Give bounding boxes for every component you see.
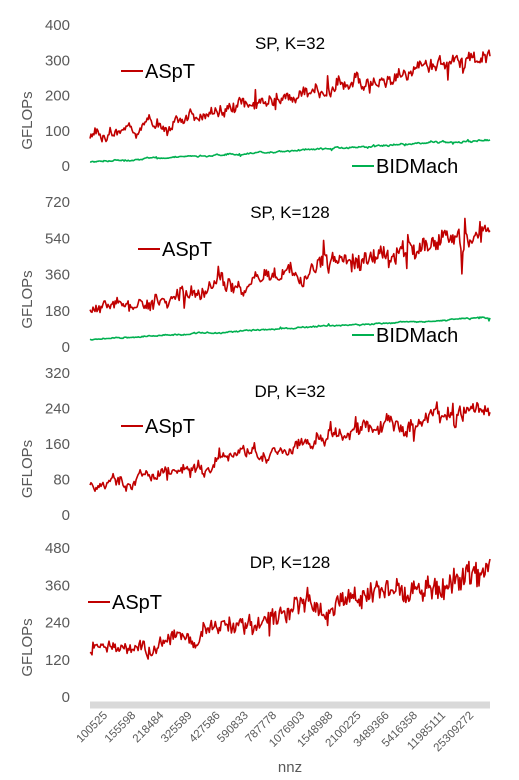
- y-tick-label: 320: [45, 365, 70, 382]
- panel-title: SP, K=32: [255, 34, 325, 53]
- chart-panel-4: 0 120 240 360 480 GFLOPs DP, K=128 ASpT: [19, 540, 491, 706]
- series-line-aspt: [89, 217, 491, 314]
- y-tick-label: 540: [45, 230, 70, 247]
- series-line-bidmach: [89, 138, 491, 163]
- y-tick-label: 400: [45, 17, 70, 34]
- y-tick-label: 480: [45, 540, 70, 557]
- legend-entry: ASpT: [162, 239, 212, 261]
- y-tick-label: 0: [62, 339, 70, 356]
- y-tick-label: 80: [53, 472, 70, 489]
- legend-entry: BIDMach: [376, 325, 458, 347]
- y-tick-label: 160: [45, 436, 70, 453]
- y-axis-label: GFLOPs: [19, 270, 36, 328]
- y-axis-label: GFLOPs: [19, 618, 36, 676]
- panel-title: DP, K=32: [254, 382, 325, 401]
- series-line-aspt: [89, 49, 491, 143]
- y-tick-label: 120: [45, 652, 70, 669]
- x-axis-label: nnz: [278, 759, 302, 776]
- chart-panel-1: 0 100 200 300 400 GFLOPs SP, K=32 ASpT BIDMach: [19, 17, 491, 178]
- legend-entry: BIDMach: [376, 156, 458, 178]
- series-line-aspt: [89, 558, 491, 660]
- y-tick-label: 240: [45, 401, 70, 418]
- series-line-aspt: [89, 401, 491, 493]
- x-axis: 1005251555982184843255894275865908337877…: [75, 701, 490, 754]
- y-tick-label: 240: [45, 615, 70, 632]
- y-axis-label: GFLOPs: [19, 91, 36, 149]
- panels: 0 100 200 300 400 GFLOPs SP, K=32 ASpT BIDMach 0 1…: [19, 17, 491, 706]
- y-tick-label: 180: [45, 303, 70, 320]
- y-tick-label: 100: [45, 123, 70, 140]
- chart-panel-2: 0 180 360 540 720 GFLOPs SP, K=128 ASpT BIDMach: [19, 194, 491, 356]
- y-tick-label: 360: [45, 577, 70, 594]
- y-tick-label: 360: [45, 267, 70, 284]
- series-line-bidmach: [89, 316, 491, 341]
- y-axis-label: GFLOPs: [19, 440, 36, 498]
- y-tick-label: 300: [45, 52, 70, 69]
- y-tick-label: 720: [45, 194, 70, 211]
- y-tick-label: 200: [45, 88, 70, 105]
- y-tick-label: 0: [62, 158, 70, 175]
- legend-entry: ASpT: [145, 416, 195, 438]
- y-tick-label: 0: [62, 689, 70, 706]
- chart-panel-3: 0 80 160 240 320 GFLOPs DP, K=32 ASpT: [19, 365, 491, 524]
- legend-entry: ASpT: [112, 592, 162, 614]
- y-tick-label: 0: [62, 507, 70, 524]
- panel-title: SP, K=128: [250, 203, 330, 222]
- panel-title: DP, K=128: [250, 553, 331, 572]
- legend-entry: ASpT: [145, 61, 195, 83]
